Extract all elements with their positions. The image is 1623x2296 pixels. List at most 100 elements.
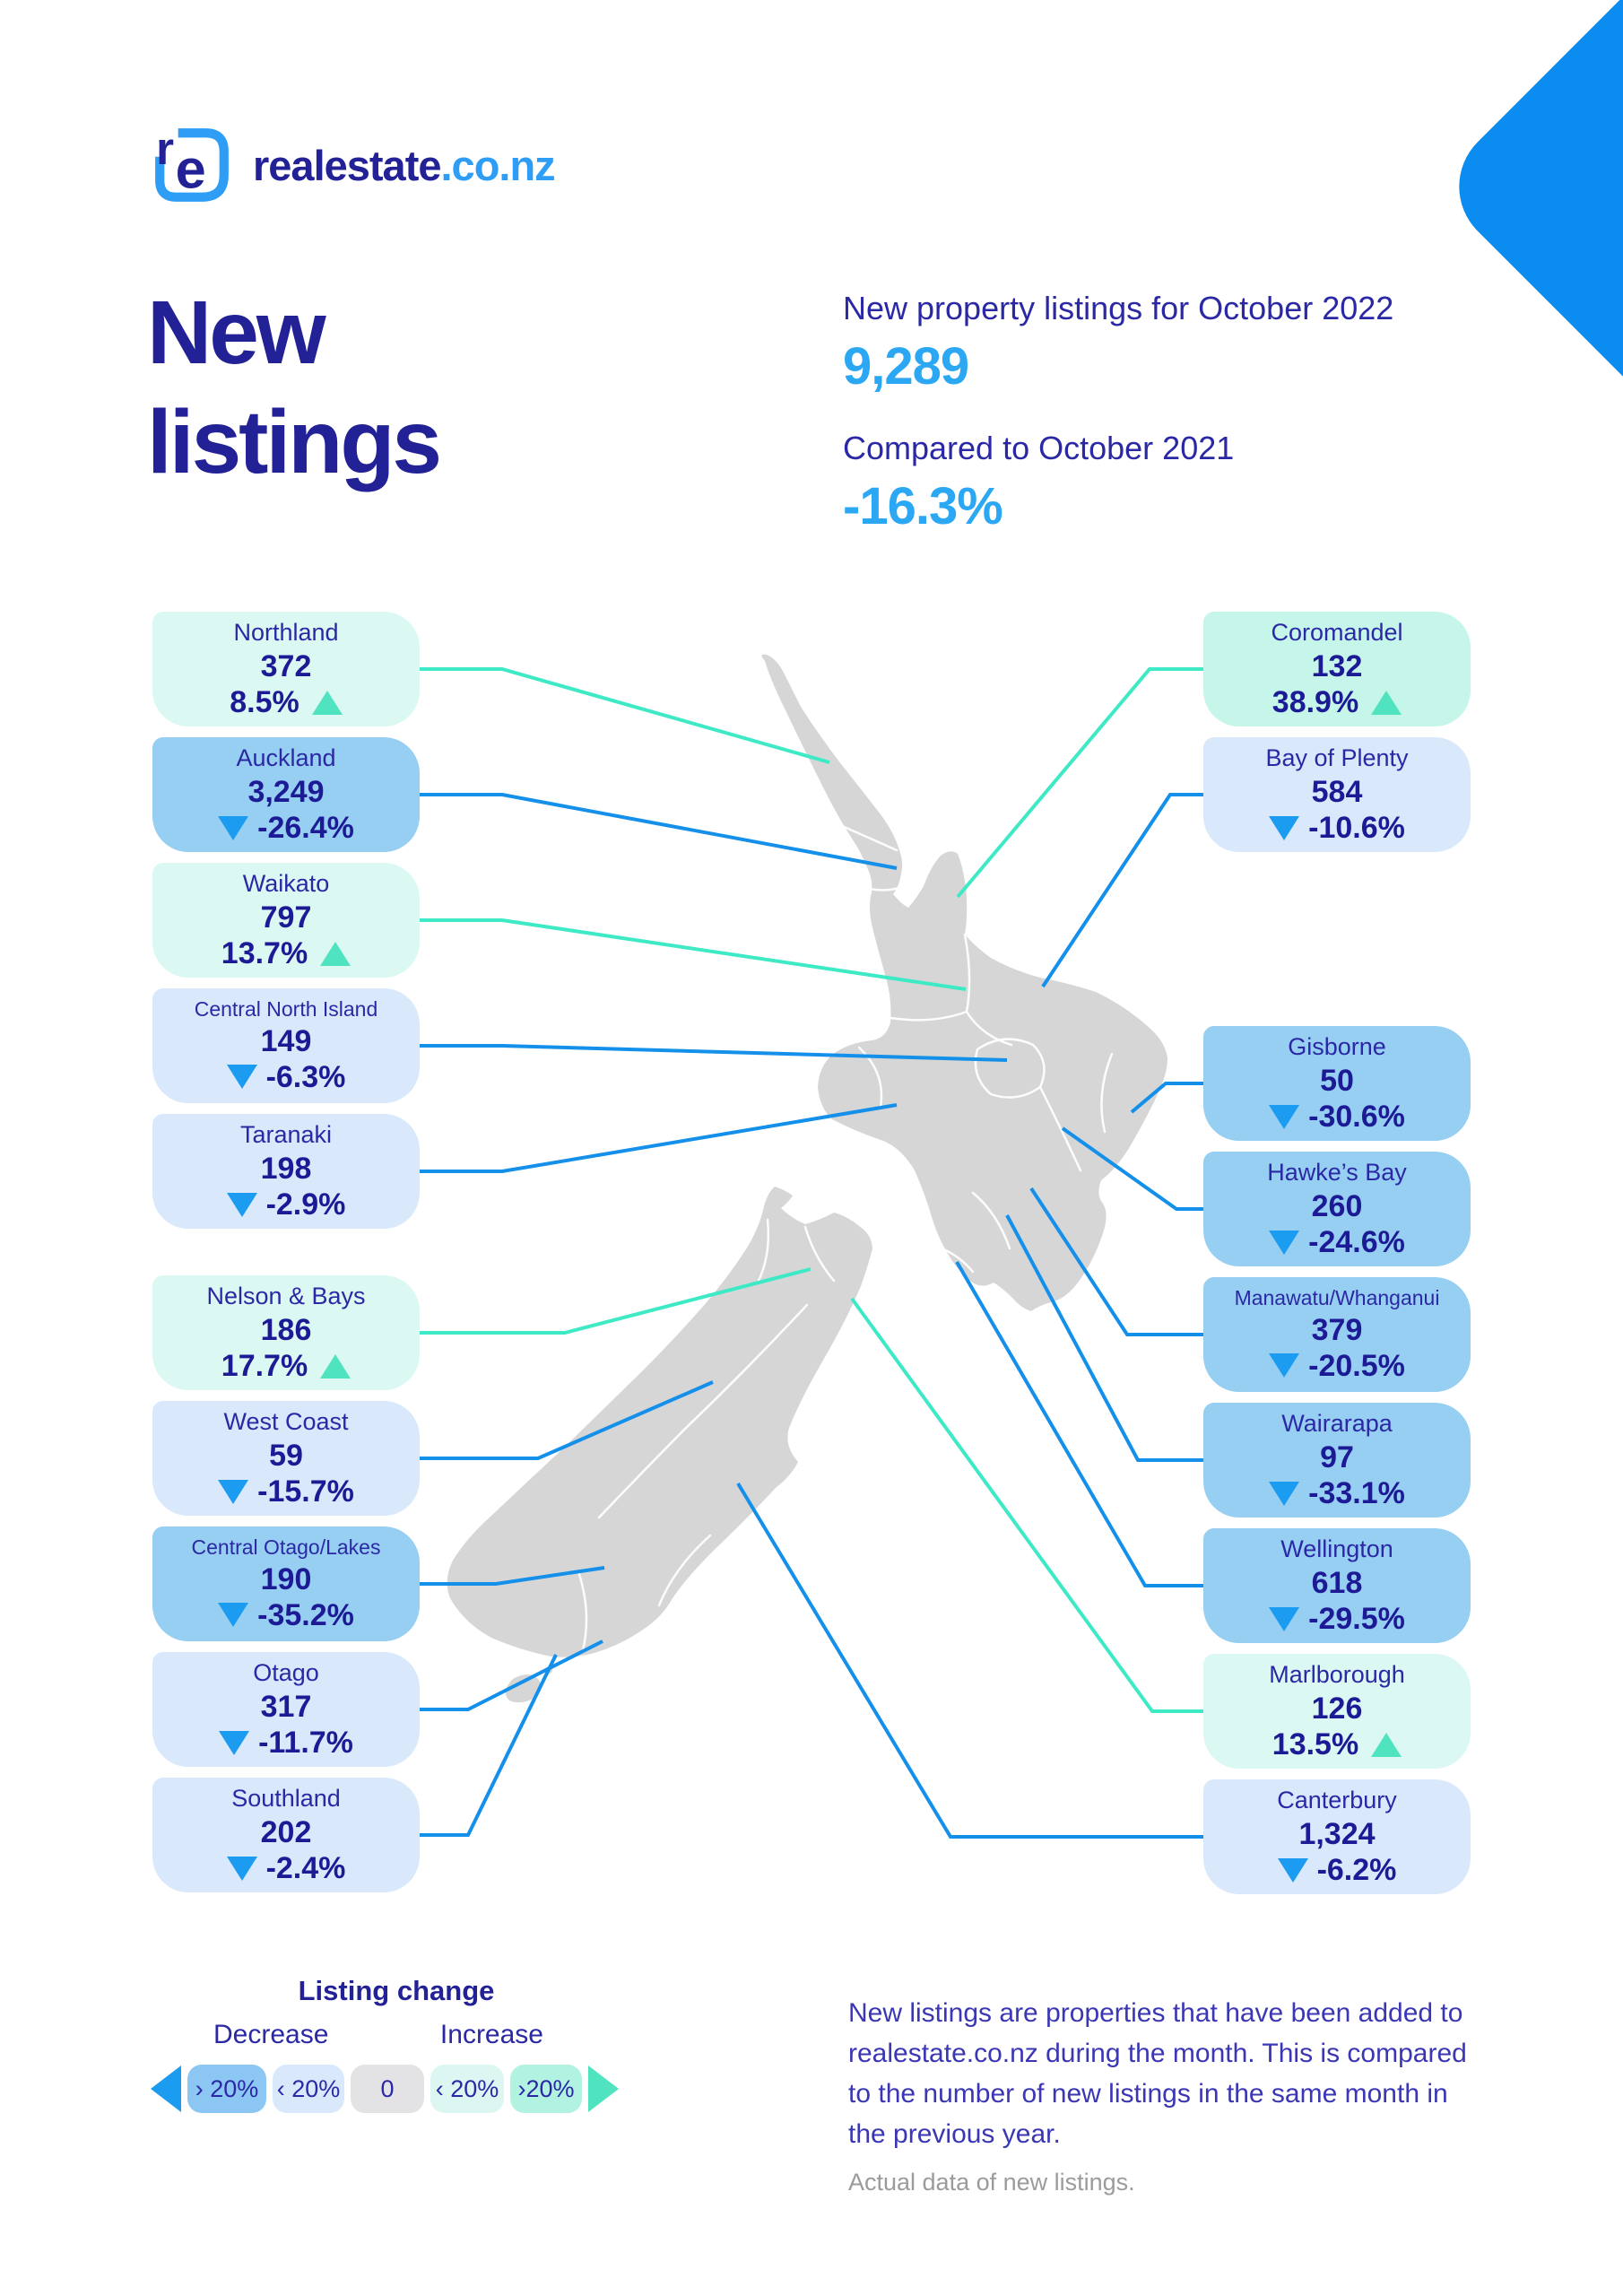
region-change-row: -2.9%	[226, 1189, 345, 1220]
connector-line-central-otago-lakes	[420, 1566, 605, 1586]
increase-triangle-icon	[1371, 690, 1402, 715]
stat2-value: -16.3%	[843, 477, 1003, 536]
region-listings-count: 97	[1320, 1440, 1354, 1475]
region-card-canterbury: Canterbury 1,324 -6.2%	[1203, 1779, 1471, 1894]
region-change-row: 13.5%	[1272, 1729, 1402, 1760]
region-change-value: 38.9%	[1271, 685, 1359, 720]
region-card-nelson-bays: Nelson & Bays 186 17.7%	[152, 1275, 420, 1390]
stewart-island-shape	[505, 1674, 542, 1703]
legend-pill-label: 0	[380, 2074, 395, 2102]
region-name: Central Otago/Lakes	[191, 1535, 381, 1560]
connector-line-wairarapa	[1005, 1214, 1203, 1462]
region-card-wairarapa: Wairarapa 97 -33.1%	[1203, 1403, 1471, 1518]
region-change-row: -33.1%	[1269, 1478, 1405, 1509]
connector-line-hawke-s-bay	[1061, 1126, 1203, 1211]
decrease-triangle-icon	[1269, 1606, 1300, 1631]
region-card-waikato: Waikato 797 13.7%	[152, 863, 420, 978]
connector-line-canterbury	[736, 1482, 1203, 1839]
connector-line-wellington	[955, 1260, 1203, 1587]
region-listings-count: 198	[260, 1152, 312, 1187]
region-change-value: -26.4%	[257, 811, 354, 846]
decrease-triangle-icon	[219, 1730, 250, 1755]
legend-pill-3: ‹ 20%	[430, 2065, 504, 2113]
decrease-triangle-icon	[1269, 1104, 1300, 1129]
region-listings-count: 379	[1311, 1312, 1363, 1347]
decrease-triangle-icon	[218, 815, 249, 840]
region-card-marlborough: Marlborough 126 13.5%	[1203, 1654, 1471, 1769]
legend-labels: Decrease Increase	[151, 2020, 642, 2050]
decrease-triangle-icon	[218, 1603, 249, 1628]
connector-line-gisborne	[1130, 1082, 1203, 1114]
page-title-line1: New	[147, 283, 326, 383]
region-change-value: -20.5%	[1308, 1348, 1405, 1383]
connector-line-manawatu-whanganui	[1029, 1187, 1203, 1336]
logo-letter-r: r	[156, 124, 174, 174]
region-change-value: 8.5%	[230, 685, 299, 720]
connector-line-marlborough	[850, 1297, 1203, 1713]
region-change-value: 17.7%	[221, 1349, 308, 1384]
stat1-value: 9,289	[843, 337, 969, 396]
logo-letter-e: e	[176, 138, 206, 200]
region-change-row: -35.2%	[218, 1600, 354, 1631]
footnote-text: New listings are properties that have be…	[848, 1998, 1467, 2149]
connector-line-otago	[420, 1639, 603, 1711]
logo-tld: .co.nz	[440, 141, 556, 189]
logo: r e realestate.co.nz	[151, 124, 556, 206]
region-name: Wellington	[1280, 1535, 1393, 1562]
connector-line-taranaki	[420, 1103, 898, 1173]
region-change-value: -6.3%	[265, 1059, 346, 1094]
increase-triangle-icon	[320, 1353, 352, 1378]
legend-increase-label: Increase	[439, 2020, 543, 2049]
region-change-value: -11.7%	[258, 1726, 353, 1761]
region-change-value: -6.2%	[1316, 1853, 1397, 1888]
south-island-shape	[447, 1187, 872, 1657]
region-listings-count: 190	[260, 1561, 312, 1596]
legend-title: Listing change	[298, 1975, 495, 2006]
region-change-row: -15.7%	[218, 1476, 354, 1507]
map-region-borders	[577, 819, 1114, 1652]
increase-arrow-icon	[588, 2066, 619, 2112]
region-listings-count: 260	[1311, 1189, 1363, 1224]
region-change-value: -29.5%	[1308, 1602, 1405, 1637]
region-card-west-coast: West Coast 59 -15.7%	[152, 1401, 420, 1516]
legend: Listing change Decrease Increase › 20% ‹ …	[151, 1975, 642, 2113]
region-name: Auckland	[236, 744, 336, 771]
increase-triangle-icon	[320, 941, 352, 966]
region-change-row: -26.4%	[218, 813, 354, 843]
logo-icon: r e	[155, 124, 229, 202]
page-title-line2: listings	[147, 392, 442, 492]
region-name: Bay of Plenty	[1265, 744, 1409, 771]
region-listings-count: 1,324	[1298, 1817, 1376, 1852]
region-change-row: 13.7%	[221, 936, 352, 971]
legend-scale: › 20% ‹ 20% 0 ‹ 20% ›20%	[151, 2065, 642, 2113]
region-change-row: -6.3%	[226, 1059, 346, 1094]
connector-line-nelson-bays	[420, 1267, 812, 1335]
stat2-label: Compared to October 2021	[843, 430, 1235, 467]
legend-pill-label: ‹ 20%	[435, 2074, 499, 2102]
region-change-value: -2.4%	[265, 1851, 346, 1886]
region-listings-count: 317	[260, 1690, 312, 1725]
legend-pill-0: › 20%	[187, 2065, 266, 2113]
region-change-row: 17.7%	[221, 1349, 352, 1384]
region-name: Wairarapa	[1281, 1409, 1393, 1437]
region-listings-count: 186	[260, 1313, 312, 1348]
connector-line-southland	[420, 1654, 558, 1837]
footnote-subtext: Actual data of new listings.	[848, 2169, 1135, 2196]
decrease-triangle-icon	[1269, 1230, 1300, 1255]
region-change-row: -29.5%	[1269, 1604, 1405, 1634]
region-listings-count: 618	[1311, 1566, 1363, 1601]
map-islands	[447, 654, 1167, 1703]
region-change-value: -15.7%	[257, 1474, 354, 1509]
region-name: Manawatu/Whanganui	[1234, 1286, 1440, 1310]
north-island-shape	[761, 654, 1167, 1311]
region-change-value: 13.7%	[221, 936, 308, 971]
connector-lines	[420, 667, 1203, 1839]
region-change-value: -10.6%	[1308, 811, 1405, 846]
region-change-row: -10.6%	[1269, 813, 1405, 843]
decrease-arrow-icon	[151, 2066, 181, 2112]
region-change-value: 13.5%	[1271, 1727, 1359, 1762]
decrease-triangle-icon	[1269, 815, 1300, 840]
region-listings-count: 372	[260, 649, 312, 684]
legend-pill-label: ‹ 20%	[276, 2074, 341, 2102]
